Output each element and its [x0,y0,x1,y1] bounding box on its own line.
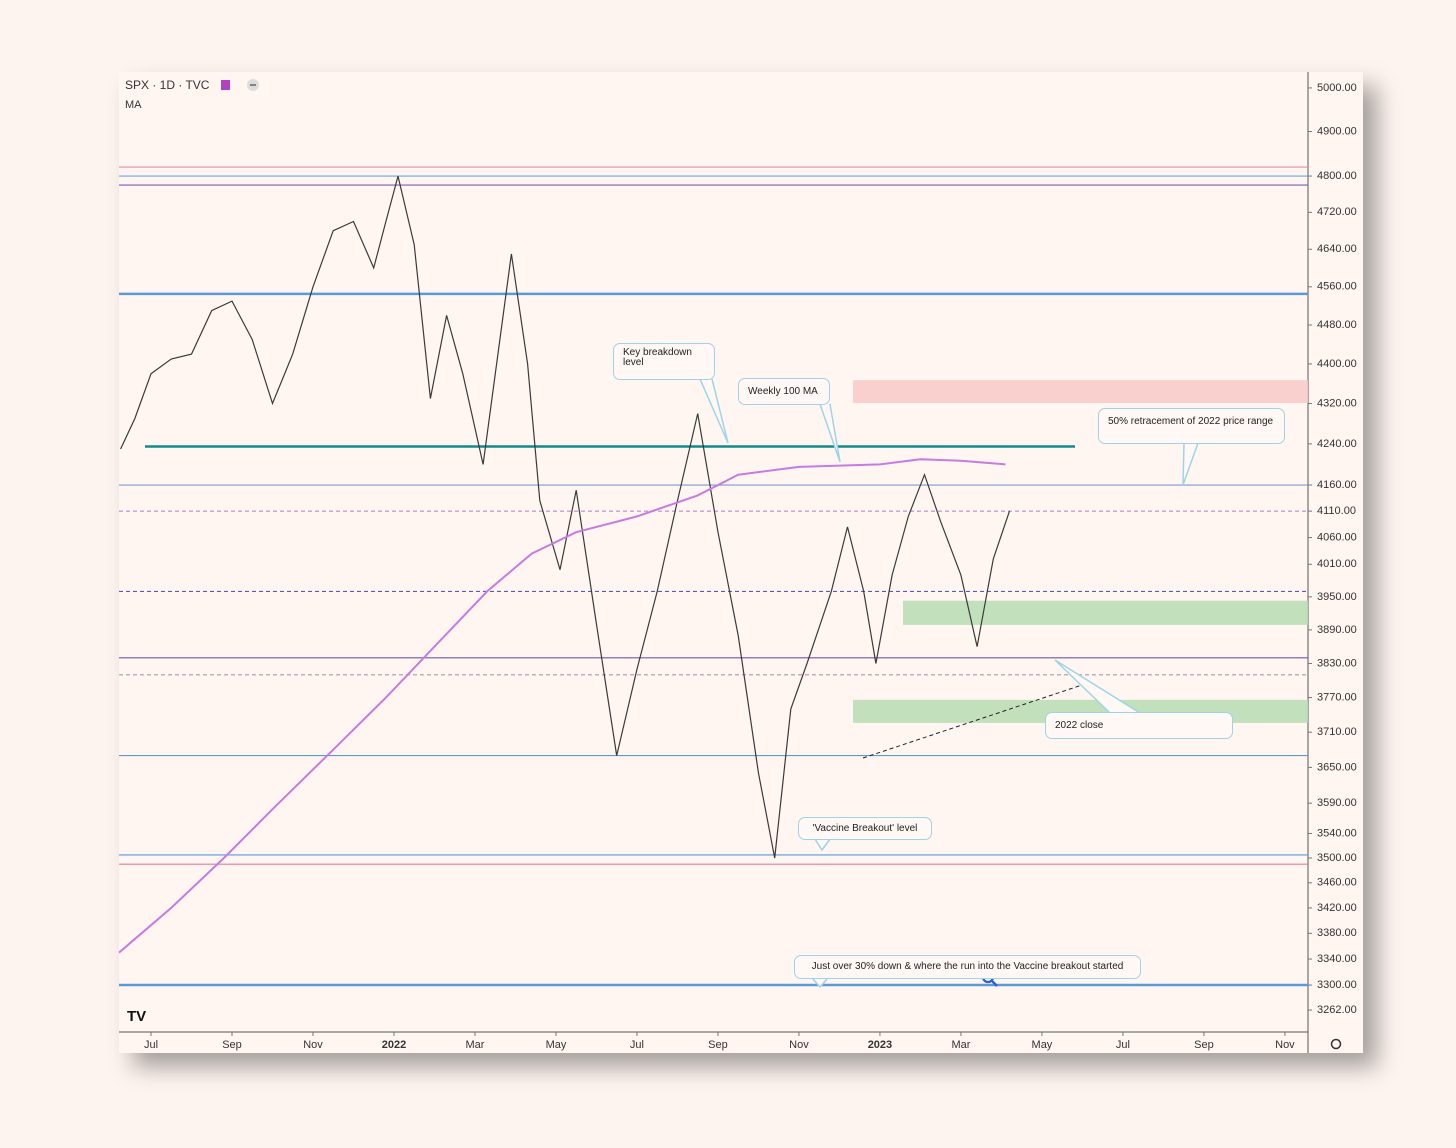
y-tick-label: 4060.00 [1317,531,1357,543]
y-tick-label: 3380.00 [1317,927,1357,939]
y-tick-label: 3950.00 [1317,591,1357,603]
y-tick-label: 4110.00 [1317,505,1356,517]
price-line [120,175,1011,859]
flag-icon [221,80,230,90]
y-tick-label: 3420.00 [1317,902,1357,914]
pointer [1182,442,1199,486]
y-tick-label: 3340.00 [1317,953,1357,965]
y-tick-label: 3650.00 [1317,761,1357,773]
y-tick-label: 3460.00 [1317,877,1357,889]
x-tick-label: Nov [1275,1039,1295,1051]
magnifier-handle [991,980,998,987]
y-tick-label: 4320.00 [1317,397,1357,409]
annotation: 50% retracement of 2022 price range [1098,408,1285,444]
logo: TV [127,1008,146,1025]
y-tick-label: 4010.00 [1317,558,1357,570]
ma-line [118,458,1006,954]
pointer [1054,659,1141,714]
x-tick-label: Jul [144,1039,158,1051]
y-tick-label: 4640.00 [1317,243,1357,255]
y-tick-label: 3300.00 [1317,979,1357,991]
zone [853,380,1308,404]
y-tick-label: 4900.00 [1317,125,1357,137]
x-tick-label: 2023 [868,1039,892,1051]
indicator-label: MA [125,99,142,111]
pointer [811,977,829,989]
x-tick-label: Jul [630,1039,644,1051]
annotation: Weekly 100 MA [738,378,830,405]
y-tick-label: 3500.00 [1317,852,1357,864]
y-tick-label: 3540.00 [1317,827,1357,839]
x-tick-label: May [546,1039,567,1051]
pointer [819,403,841,463]
y-tick-label: 3262.00 [1317,1004,1357,1016]
x-tick-label: Sep [708,1039,728,1051]
zone [903,600,1308,625]
y-tick-label: 4480.00 [1317,319,1357,331]
y-tick-label: 4720.00 [1317,206,1357,218]
x-tick-label: Sep [1194,1039,1214,1051]
chart-title: SPX · 1D · TVC [125,78,210,92]
y-tick-label: 5000.00 [1317,82,1357,94]
y-tick-label: 3830.00 [1317,657,1357,669]
annotation: Just over 30% down & where the run into … [794,955,1141,979]
callout-pointers [699,378,1199,989]
pointer [699,378,729,444]
annotation: 2022 close [1045,712,1233,739]
x-tick-label: Mar [465,1039,484,1051]
x-tick-label: Jul [1116,1039,1130,1051]
y-tick-label: 3770.00 [1317,691,1357,703]
y-tick-label: 4800.00 [1317,170,1357,182]
x-tick-label: 2022 [382,1039,406,1051]
y-tick-label: 3890.00 [1317,624,1357,636]
x-tick-label: May [1032,1039,1053,1051]
y-tick-label: 4400.00 [1317,358,1357,370]
x-tick-label: Nov [789,1039,809,1051]
chart-panel [119,72,1363,1053]
annotation: 'Vaccine Breakout' level [798,817,932,840]
y-tick-label: 3590.00 [1317,797,1357,809]
settings-icon[interactable] [1330,1038,1342,1050]
annotation: Key breakdown level [613,343,715,380]
y-tick-label: 4560.00 [1317,281,1357,293]
x-tick-label: Mar [951,1039,970,1051]
y-tick-label: 3710.00 [1317,726,1357,738]
x-tick-label: Nov [303,1039,323,1051]
y-tick-label: 4240.00 [1317,438,1357,450]
y-tick-label: 4160.00 [1317,479,1357,491]
pointer [814,838,831,852]
x-tick-label: Sep [222,1039,242,1051]
